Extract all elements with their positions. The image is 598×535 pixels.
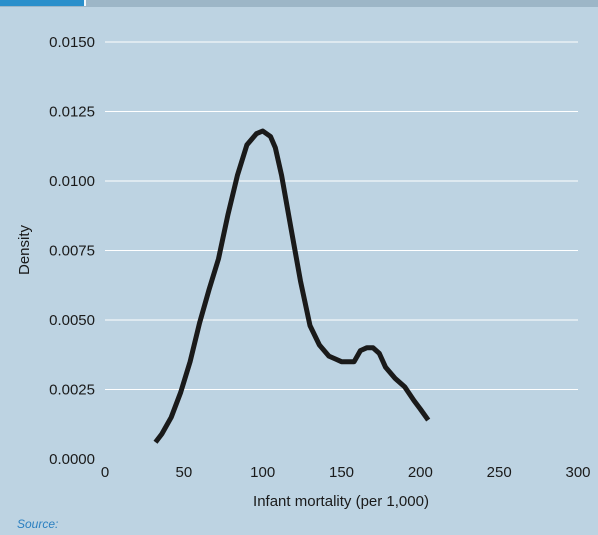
x-tick-labels: 0 50 100 150 200 250 300 <box>101 464 591 481</box>
x-tick-label: 100 <box>250 464 275 481</box>
y-tick-label: 0.0075 <box>49 243 95 260</box>
density-line <box>153 128 431 444</box>
grid-lines <box>105 41 578 390</box>
source-note: Source: <box>17 517 59 531</box>
x-tick-label: 200 <box>408 464 433 481</box>
x-tick-label: 250 <box>487 464 512 481</box>
x-tick-label: 150 <box>329 464 354 481</box>
y-tick-label: 0.0100 <box>49 173 95 190</box>
y-axis-title: Density <box>16 224 33 275</box>
top-strip <box>0 0 598 7</box>
y-tick-label: 0.0150 <box>49 34 95 51</box>
y-tick-label: 0.0025 <box>49 382 95 399</box>
top-tab[interactable] <box>0 0 86 6</box>
y-tick-label: 0.0000 <box>49 451 95 468</box>
y-tick-label: 0.0125 <box>49 104 95 121</box>
y-tick-labels: 0.0000 0.0025 0.0050 0.0075 0.0100 0.0125 0.01… <box>49 34 95 468</box>
x-tick-label: 50 <box>175 464 192 481</box>
y-tick-label: 0.0050 <box>49 312 95 329</box>
x-tick-label: 300 <box>565 464 590 481</box>
x-axis-title: Infant mortality (per 1,000) <box>253 493 429 510</box>
x-tick-label: 0 <box>101 464 109 481</box>
